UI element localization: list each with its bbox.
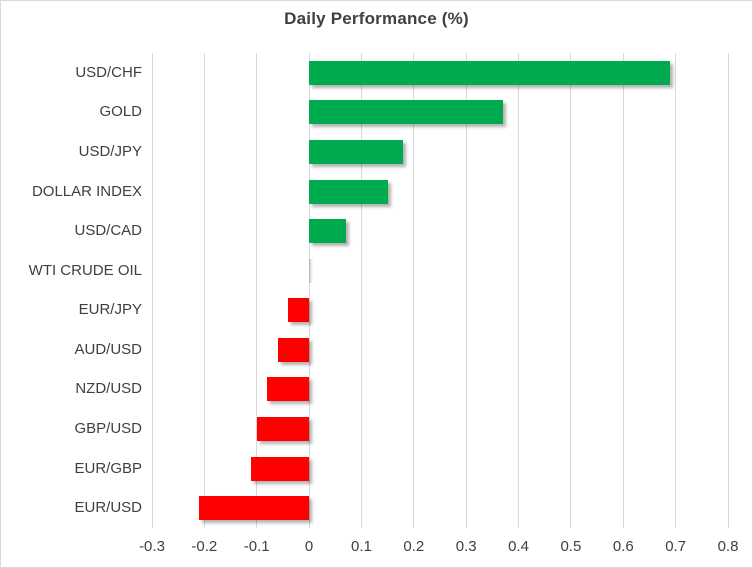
gridline xyxy=(675,53,677,528)
gridline xyxy=(570,53,572,528)
gridline xyxy=(413,53,415,528)
category-label: USD/JPY xyxy=(78,142,142,160)
bar-gold xyxy=(309,100,503,125)
chart-title: Daily Performance (%) xyxy=(284,9,469,28)
category-label: WTI CRUDE OIL xyxy=(28,261,142,279)
x-tick-label: 0.7 xyxy=(665,538,687,555)
category-label: EUR/USD xyxy=(74,499,142,517)
bar-wti-crude-oil xyxy=(309,258,314,283)
bar-aud-usd xyxy=(277,337,310,362)
category-label: EUR/GBP xyxy=(74,459,142,477)
gridline xyxy=(518,53,520,528)
x-tick-label: 0.6 xyxy=(612,538,634,555)
x-tick-label: 0.1 xyxy=(351,538,372,555)
bar-eur-usd xyxy=(199,496,310,521)
bar-eur-jpy xyxy=(288,298,310,323)
x-tick-label: 0.4 xyxy=(508,538,529,555)
gridline xyxy=(360,53,362,528)
gridline xyxy=(203,53,205,528)
category-label: USD/CAD xyxy=(74,222,142,240)
category-label: AUD/USD xyxy=(74,340,142,358)
x-tick-label: 0.8 xyxy=(717,538,739,555)
category-label: NZD/USD xyxy=(75,380,142,398)
gridline xyxy=(256,53,258,528)
category-label: GBP/USD xyxy=(74,420,142,438)
bar-dollar-index xyxy=(309,179,388,204)
x-tick-label: -0.1 xyxy=(243,538,270,555)
category-label: EUR/JPY xyxy=(78,301,142,319)
gridline xyxy=(465,53,467,528)
bar-eur-gbp xyxy=(251,456,310,481)
x-tick-label: 0.3 xyxy=(455,538,477,555)
bar-usd-jpy xyxy=(309,139,404,164)
x-tick-label: 0.2 xyxy=(403,538,425,555)
category-label: DOLLAR INDEX xyxy=(31,182,142,200)
x-tick-label: -0.3 xyxy=(139,538,165,555)
x-tick-label: -0.2 xyxy=(191,538,218,555)
gridline xyxy=(308,53,310,528)
category-label: USD/CHF xyxy=(75,63,142,81)
x-tick-label: 0 xyxy=(304,538,314,555)
gridline xyxy=(151,53,153,528)
bar-nzd-usd xyxy=(267,377,310,402)
category-label: GOLD xyxy=(99,103,142,121)
gridline xyxy=(727,53,729,528)
x-tick-label: 0.5 xyxy=(560,538,582,555)
bar-usd-cad xyxy=(309,219,346,244)
bar-gbp-usd xyxy=(256,417,310,442)
gridline xyxy=(622,53,624,528)
bar-usd-chf xyxy=(309,60,671,85)
